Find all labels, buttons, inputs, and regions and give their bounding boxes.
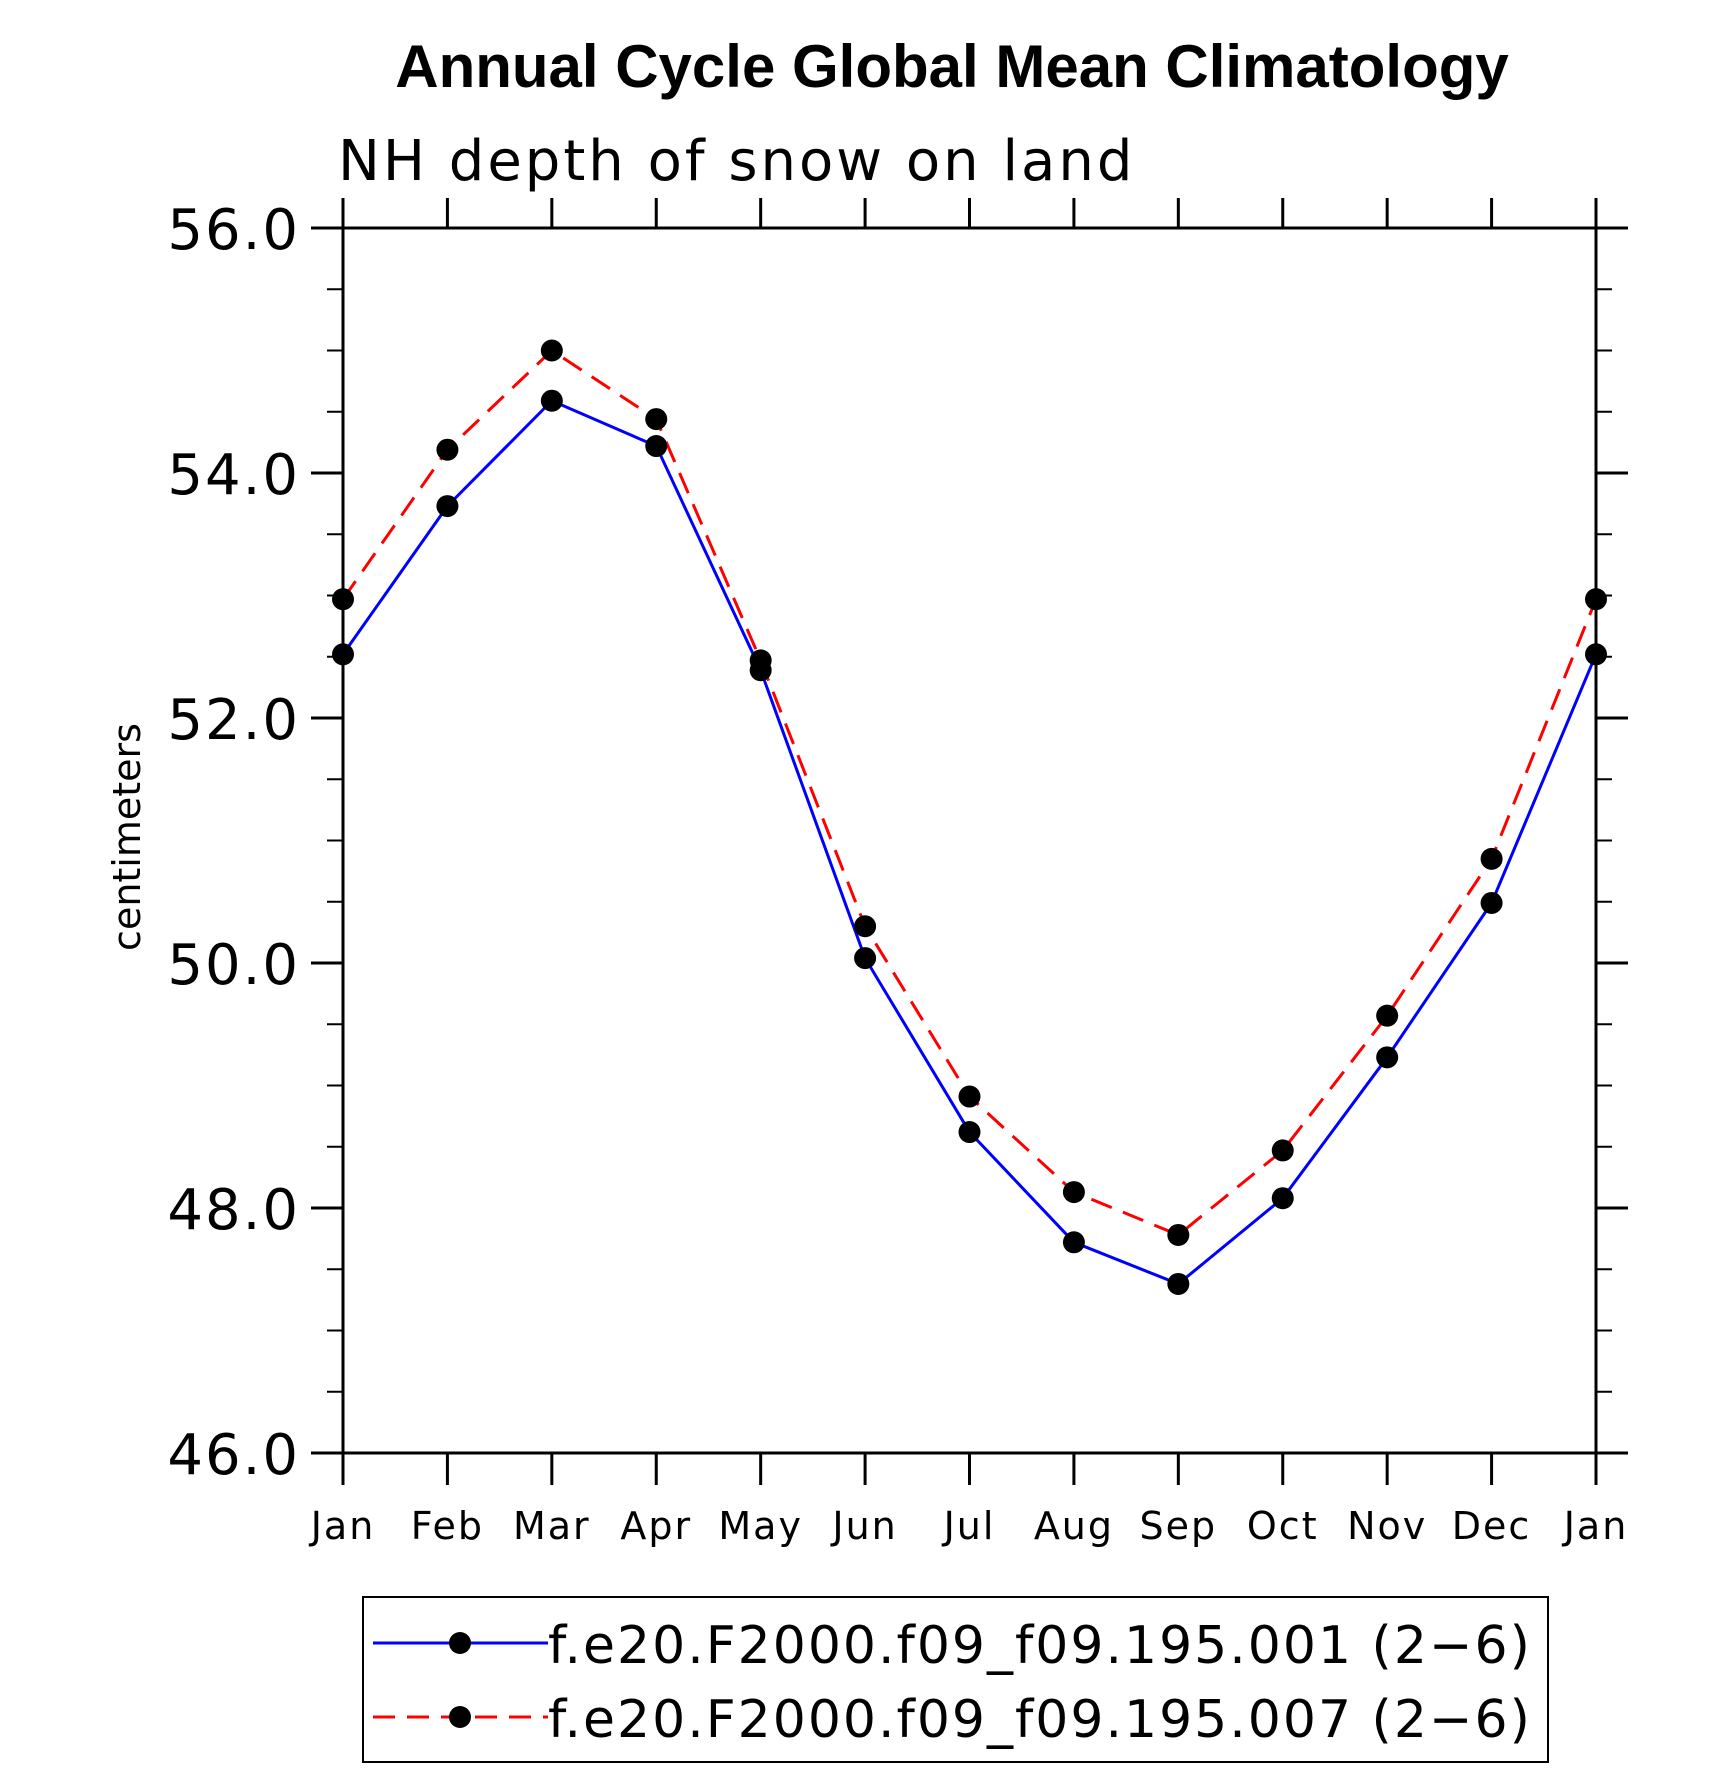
series-2-point [540, 339, 563, 362]
series-1-point [1376, 1046, 1399, 1069]
series-2-point [436, 438, 459, 461]
series-1-point [854, 947, 877, 970]
series-1-point [1167, 1272, 1190, 1295]
series-1-point [645, 435, 668, 458]
legend-box [362, 1596, 1549, 1763]
x-tick-label: May [718, 1504, 803, 1548]
x-tick-label: Jan [1562, 1504, 1629, 1548]
y-tick-label: 48.0 [167, 1178, 300, 1243]
series-2-point [1376, 1004, 1399, 1027]
x-tick-label: Feb [411, 1504, 484, 1548]
y-tick-label: 56.0 [167, 198, 300, 263]
y-tick-label: 46.0 [167, 1423, 300, 1488]
y-tick-label: 50.0 [167, 933, 300, 998]
legend: f.e20.F2000.f09_f09.195.001 (2−6) f.e20.F… [362, 1596, 1549, 1763]
series-2-point [1480, 847, 1503, 870]
series-1-point [436, 495, 459, 518]
legend-label-2: f.e20.F2000.f09_f09.195.007 (2−6) [548, 1690, 1532, 1750]
plot-area: Jan Feb Mar Apr May Jun Jul Aug Sep Oct Nov Dec Jan4… [167, 198, 1628, 1548]
series-2-point [645, 408, 668, 431]
y-axis-label: centimeters [105, 723, 149, 951]
plot-frame [341, 226, 1598, 1455]
series-line-1 [341, 398, 1598, 1286]
series-1-point [958, 1121, 981, 1144]
series-1-point [1062, 1231, 1085, 1254]
x-tick-label: Jan [309, 1504, 376, 1548]
series-1-point [1585, 643, 1607, 666]
chart-subtitle: NH depth of snow on land [338, 129, 1135, 194]
series-2-point [958, 1085, 981, 1108]
x-tick-label: Jul [942, 1504, 996, 1548]
series-2-point [1585, 588, 1607, 611]
x-tick-label: Jun [830, 1504, 897, 1548]
legend-marker-2 [449, 1706, 471, 1728]
legend-label-1: f.e20.F2000.f09_f09.195.001 (2−6) [548, 1616, 1532, 1676]
x-tick-label: Dec [1452, 1504, 1532, 1548]
x-tick-label: Sep [1140, 1504, 1218, 1548]
y-tick-label: 54.0 [167, 443, 300, 508]
x-tick-label: Apr [620, 1504, 692, 1548]
series-2-point [1062, 1181, 1085, 1204]
x-tick-label: Mar [513, 1504, 591, 1548]
series-2-point [1271, 1139, 1294, 1162]
series-1-point [1271, 1187, 1294, 1210]
series-1-point [332, 643, 354, 666]
series-1-point [1480, 891, 1503, 914]
x-tick-label: Aug [1034, 1504, 1114, 1548]
series-2-point [854, 915, 877, 938]
series-2-point [332, 588, 354, 611]
x-tick-label: Oct [1247, 1504, 1319, 1548]
chart-title: Annual Cycle Global Mean Climatology [395, 33, 1509, 100]
series-2-point [1167, 1223, 1190, 1246]
legend-marker-1 [449, 1632, 471, 1654]
x-tick-label: Nov [1347, 1504, 1427, 1548]
series-1-point [540, 389, 563, 412]
y-tick-label: 52.0 [167, 688, 300, 753]
series-2-point [749, 649, 772, 672]
